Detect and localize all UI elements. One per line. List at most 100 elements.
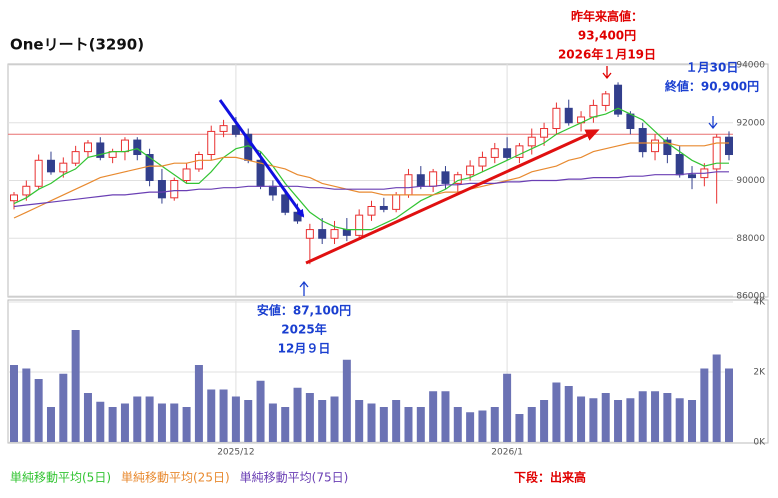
candle-body bbox=[564, 107, 573, 124]
volume-bar bbox=[170, 403, 179, 442]
candle-body bbox=[379, 205, 388, 210]
candle-body bbox=[725, 136, 733, 156]
volume-bar bbox=[34, 379, 43, 442]
volume-bar bbox=[83, 393, 92, 442]
candle-body bbox=[194, 154, 203, 170]
candle-body bbox=[120, 139, 129, 153]
volume-bar bbox=[392, 400, 401, 442]
candle-body bbox=[59, 162, 68, 173]
volume-bar bbox=[589, 398, 598, 442]
volume-bar bbox=[725, 368, 733, 442]
candle-body bbox=[429, 171, 438, 187]
candle-body bbox=[22, 185, 31, 196]
legend-entry: 単純移動平均(5日) bbox=[10, 471, 111, 485]
volume-legend: 下段：出来高 bbox=[514, 470, 586, 485]
candle-body bbox=[392, 194, 401, 210]
volume-bar bbox=[416, 407, 425, 442]
candle-body bbox=[46, 159, 55, 173]
candle-body bbox=[96, 142, 105, 158]
volume-bar bbox=[207, 389, 216, 442]
candle-body bbox=[157, 180, 166, 199]
volume-bar bbox=[478, 410, 487, 442]
annotation: 2025年 bbox=[281, 322, 326, 337]
candle-body bbox=[71, 151, 80, 164]
candle-body bbox=[614, 84, 623, 115]
volume-bar bbox=[404, 407, 413, 442]
candle-body bbox=[552, 107, 561, 130]
volume-bar bbox=[22, 368, 31, 442]
moving-average-line bbox=[13, 171, 729, 208]
volume-bar bbox=[490, 407, 499, 442]
candle-body bbox=[416, 174, 425, 187]
candle-body bbox=[219, 125, 228, 132]
volume-bar bbox=[503, 373, 512, 442]
candle-body bbox=[231, 125, 240, 135]
candle-body bbox=[318, 229, 327, 239]
volume-bar bbox=[564, 386, 573, 442]
volume-bar bbox=[194, 365, 203, 442]
volume-bar bbox=[244, 400, 253, 442]
candle-body bbox=[367, 205, 376, 216]
volume-bar bbox=[46, 407, 55, 442]
candle-body bbox=[466, 165, 475, 176]
x-tick-label: 2025/12 bbox=[217, 448, 254, 458]
volume-bar bbox=[626, 398, 635, 442]
y-tick-label: 86000 bbox=[736, 292, 765, 302]
volume-bar bbox=[466, 412, 475, 442]
volume-bar bbox=[355, 400, 364, 442]
candle-body bbox=[170, 180, 179, 199]
candle-body bbox=[490, 148, 499, 158]
volume-bar bbox=[330, 396, 339, 442]
volume-bar bbox=[712, 354, 721, 442]
candle-body bbox=[515, 145, 524, 158]
candle-body bbox=[503, 148, 512, 158]
trend-arrow-up bbox=[305, 129, 600, 265]
candle-body bbox=[651, 139, 660, 153]
volume-bar bbox=[441, 391, 450, 442]
candle-body bbox=[10, 194, 18, 202]
volume-bar bbox=[120, 403, 129, 442]
volume-bar bbox=[182, 407, 191, 442]
volume-bar bbox=[675, 398, 684, 442]
volume-bar bbox=[157, 403, 166, 442]
candle-body bbox=[281, 194, 290, 213]
legend-entry: 単純移動平均(75日) bbox=[240, 471, 349, 485]
candle-body bbox=[453, 174, 462, 184]
pointer-arrows bbox=[299, 66, 718, 296]
y2-tick-label: 4K bbox=[753, 298, 766, 308]
volume-bar bbox=[367, 403, 376, 442]
y-tick-label: 94000 bbox=[736, 61, 765, 71]
volume-bar bbox=[256, 380, 265, 442]
volume-bar bbox=[96, 401, 105, 442]
y2-tick-label: 2K bbox=[753, 368, 766, 378]
volume-bar bbox=[219, 389, 228, 442]
candle-body bbox=[404, 174, 413, 196]
candle-body bbox=[712, 136, 721, 170]
volume-bar bbox=[145, 396, 154, 442]
y-tick-label: 92000 bbox=[736, 118, 765, 128]
volume-bar bbox=[318, 400, 327, 442]
candle-body bbox=[540, 128, 549, 138]
volume-bar bbox=[651, 391, 660, 442]
volume-bar bbox=[379, 407, 388, 442]
candle-body bbox=[638, 128, 647, 153]
y-tick-label: 88000 bbox=[736, 234, 765, 244]
candle-body bbox=[330, 229, 339, 239]
x-tick-label: 2026/1 bbox=[491, 448, 523, 458]
candle-body bbox=[34, 159, 43, 187]
volume-bar bbox=[59, 373, 68, 442]
trend-arrow-down bbox=[218, 99, 305, 218]
candle-body bbox=[478, 156, 487, 167]
y2-tick-label: 0K bbox=[753, 438, 766, 448]
volume-bar bbox=[268, 403, 277, 442]
candle-body bbox=[342, 229, 351, 236]
annotation: 12月９日 bbox=[278, 342, 331, 356]
candle-body bbox=[441, 171, 450, 184]
volume-bar bbox=[700, 368, 709, 442]
candle-body bbox=[601, 93, 610, 106]
volume-bar bbox=[133, 396, 142, 442]
volume-bar bbox=[429, 391, 438, 442]
moving-average-line bbox=[13, 107, 729, 231]
candle-body bbox=[626, 113, 635, 130]
